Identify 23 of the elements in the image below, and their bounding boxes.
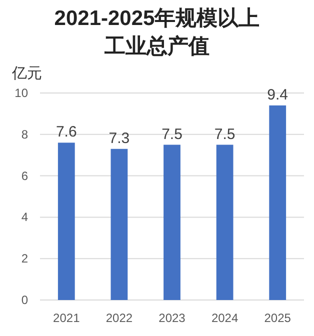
bar [110, 148, 128, 300]
y-tick-label: 8 [21, 127, 28, 142]
y-axis-title: 亿元 [11, 65, 42, 82]
bar [164, 144, 180, 300]
y-tick-label: 4 [21, 210, 28, 224]
data-label: 9.4 [267, 86, 288, 104]
x-tick-label: 2024 [211, 311, 238, 325]
y-tick-label: 2 [21, 252, 28, 266]
data-label: 7.6 [56, 124, 77, 141]
bar [269, 105, 286, 300]
y-tick-label: 0 [21, 293, 28, 307]
x-tick-label: 2022 [106, 311, 133, 325]
y-tick-label: 6 [21, 168, 28, 183]
x-tick-label: 2025 [264, 311, 292, 325]
y-tick-label: 10 [14, 86, 28, 100]
x-tick-label: 2021 [53, 311, 80, 325]
chart-title: 2021-2025年规模以上工业总产值 [54, 7, 260, 58]
data-label: 7.5 [162, 126, 182, 143]
x-tick-label: 2023 [158, 311, 186, 325]
data-label: 7.3 [108, 130, 130, 147]
data-label: 7.5 [214, 126, 236, 143]
bar [58, 142, 75, 300]
bar [216, 144, 234, 300]
